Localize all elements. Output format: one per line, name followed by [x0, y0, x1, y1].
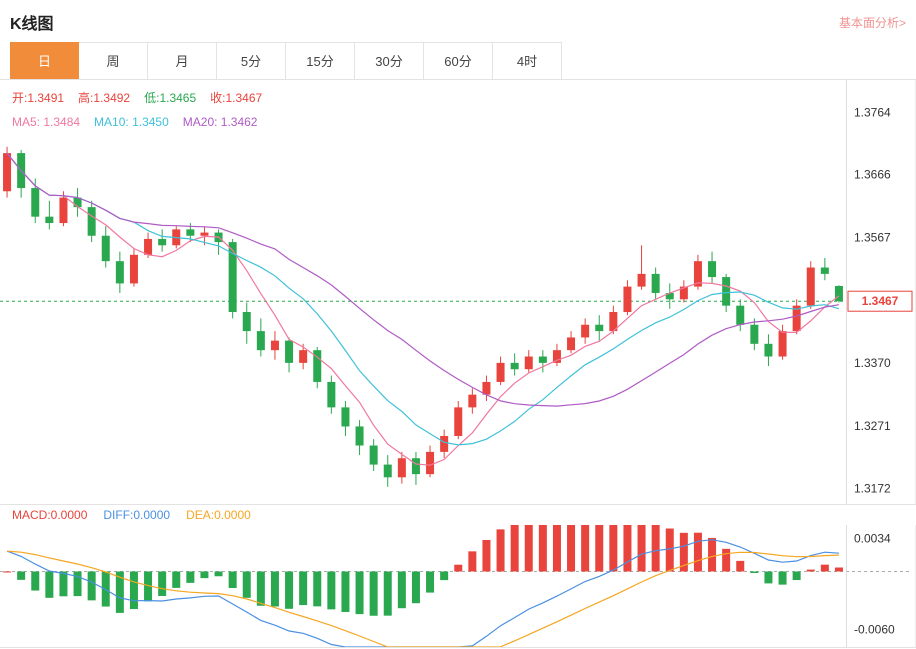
- macd-info: MACD:0.0000 DIFF:0.0000 DEA:0.0000: [0, 505, 916, 525]
- page-title: K线图: [10, 16, 54, 33]
- tab-4hour[interactable]: 4时: [493, 42, 562, 79]
- fundamental-analysis-link[interactable]: 基本面分析>: [838, 15, 906, 30]
- tab-day[interactable]: 日: [10, 42, 79, 79]
- svg-text:0.0034: 0.0034: [854, 532, 891, 546]
- macd-value: MACD:0.0000: [12, 508, 88, 522]
- macd-panel: MACD:0.0000 DIFF:0.0000 DEA:0.0000 0.003…: [0, 504, 916, 648]
- candles-layer: [3, 146, 843, 487]
- dea-value: DEA:0.0000: [186, 508, 251, 522]
- candlestick-chart[interactable]: 1.3764 1.3666 1.3567 1.3467 1.3370 1.3271 1.31…: [0, 80, 916, 504]
- diff-line: [6, 539, 839, 647]
- svg-text:1.3567: 1.3567: [854, 231, 891, 245]
- svg-text:1.3467: 1.3467: [862, 294, 899, 308]
- ma10-line: [6, 152, 840, 446]
- macd-chart[interactable]: 0.0034 -0.0060: [0, 525, 916, 647]
- svg-text:1.3666: 1.3666: [854, 168, 891, 182]
- svg-text:1.3764: 1.3764: [854, 105, 891, 119]
- current-price-tag: [847, 290, 913, 312]
- svg-text:1.3172: 1.3172: [854, 482, 891, 496]
- ma20-line: [6, 152, 840, 407]
- svg-text:-0.0060: -0.0060: [854, 623, 895, 637]
- macd-axis: 0.0034 -0.0060: [854, 532, 895, 637]
- tab-30min[interactable]: 30分: [355, 42, 424, 79]
- svg-text:1.3370: 1.3370: [854, 356, 891, 370]
- page-header: K线图 基本面分析>: [0, 0, 916, 42]
- tab-week[interactable]: 周: [79, 42, 148, 79]
- diff-value: DIFF:0.0000: [103, 508, 171, 522]
- period-tabs: 日 周 月 5分 15分 30分 60分 4时: [0, 42, 916, 80]
- tab-60min[interactable]: 60分: [424, 42, 493, 79]
- tab-15min[interactable]: 15分: [286, 42, 355, 79]
- tab-month[interactable]: 月: [148, 42, 217, 79]
- tab-5min[interactable]: 5分: [217, 42, 286, 79]
- svg-text:1.3271: 1.3271: [854, 419, 891, 433]
- candlestick-panel: 1.3764 1.3666 1.3567 1.3467 1.3370 1.3271 1.31…: [0, 80, 916, 504]
- ma5-line: [6, 152, 840, 466]
- dea-line: [6, 550, 839, 647]
- macd-histogram: [3, 525, 843, 616]
